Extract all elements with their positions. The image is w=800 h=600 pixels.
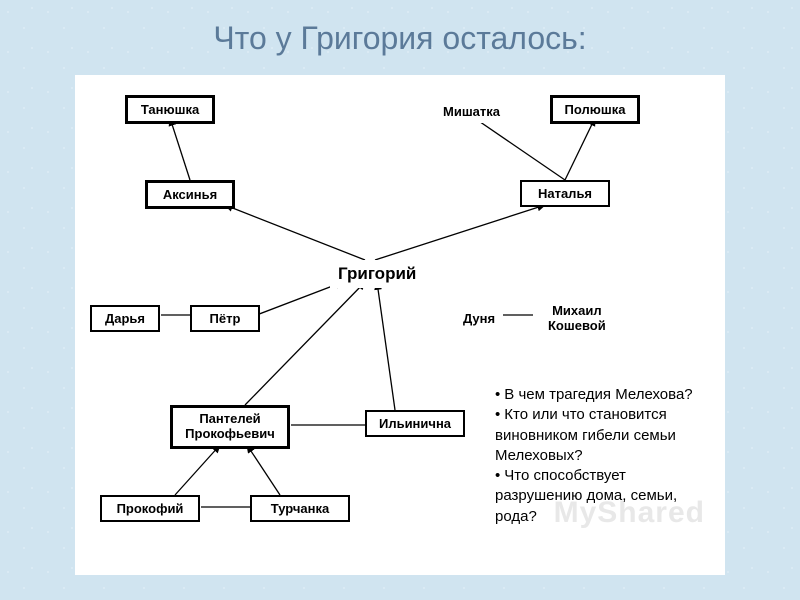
- node-tanyushka: Танюшка: [125, 95, 215, 124]
- edge-2: [565, 118, 595, 180]
- questions-block: В чем трагедия Мелехова?Кто или что стан…: [495, 385, 710, 527]
- diagram-area: MyShared ТанюшкаМишаткаПолюшкаАксиньяНат…: [75, 75, 725, 575]
- page-title: Что у Григория осталось:: [0, 0, 800, 57]
- edge-12: [247, 445, 280, 495]
- node-darya: Дарья: [90, 305, 160, 332]
- edge-1: [470, 115, 565, 180]
- question-item-1: Кто или что становится виновником гибели…: [495, 405, 710, 466]
- question-item-2: Что способствует разрушению дома, семьи,…: [495, 466, 710, 527]
- node-petr: Пётр: [190, 305, 260, 332]
- node-mikhail: МихаилКошевой: [540, 300, 614, 338]
- edge-3: [225, 205, 365, 260]
- edge-4: [375, 205, 545, 260]
- node-grigory: Григорий: [330, 260, 424, 288]
- edge-8: [245, 282, 365, 405]
- node-aksinya: Аксинья: [145, 180, 235, 209]
- node-dunya: Дуня: [455, 307, 503, 330]
- node-natalya: Наталья: [520, 180, 610, 207]
- question-item-0: В чем трагедия Мелехова?: [495, 385, 710, 405]
- edge-0: [170, 118, 190, 180]
- edge-11: [175, 445, 220, 495]
- node-prokofiy: Прокофий: [100, 495, 200, 522]
- node-polyushka: Полюшка: [550, 95, 640, 124]
- edge-9: [377, 282, 395, 410]
- node-ilinichna: Ильинична: [365, 410, 465, 437]
- node-mishatka: Мишатка: [435, 100, 508, 123]
- node-pantelei: ПантелейПрокофьевич: [170, 405, 290, 449]
- node-turchanka: Турчанка: [250, 495, 350, 522]
